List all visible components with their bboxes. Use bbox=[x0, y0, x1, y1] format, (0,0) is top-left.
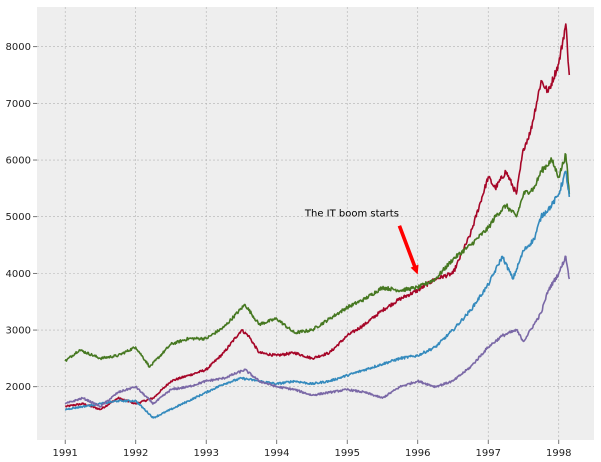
x-tick-label: 1991 bbox=[52, 448, 77, 459]
x-tick-label: 1996 bbox=[405, 448, 430, 459]
y-tick-label: 5000 bbox=[6, 212, 31, 223]
annotation-text: The IT boom starts bbox=[304, 209, 399, 220]
y-axis-ticks: 2000 3000 4000 5000 6000 7000 8000 bbox=[6, 42, 37, 393]
series-line-2 bbox=[64, 153, 571, 368]
y-tick-label: 4000 bbox=[6, 269, 31, 280]
series-line-3 bbox=[64, 170, 571, 419]
x-tick-label: 1992 bbox=[123, 448, 148, 459]
x-tick-label: 1998 bbox=[546, 448, 571, 459]
plot-area-background bbox=[37, 7, 594, 440]
x-tick-label: 1995 bbox=[335, 448, 360, 459]
data-series bbox=[64, 23, 571, 419]
x-tick-label: 1994 bbox=[264, 448, 289, 459]
annotation-arrow bbox=[397, 225, 419, 275]
y-tick-label: 2000 bbox=[6, 382, 31, 393]
x-axis-ticks: 1991 1992 1993 1994 1995 1996 1997 1998 bbox=[52, 440, 571, 459]
y-tick-label: 8000 bbox=[6, 42, 31, 53]
x-tick-label: 1997 bbox=[476, 448, 501, 459]
x-tick-label: 1993 bbox=[193, 448, 218, 459]
series-line-4 bbox=[64, 255, 571, 408]
y-tick-label: 6000 bbox=[6, 156, 31, 167]
y-tick-label: 7000 bbox=[6, 99, 31, 110]
annotation-group: The IT boom starts bbox=[304, 209, 419, 275]
grid-lines bbox=[37, 7, 594, 440]
y-tick-label: 3000 bbox=[6, 326, 31, 337]
